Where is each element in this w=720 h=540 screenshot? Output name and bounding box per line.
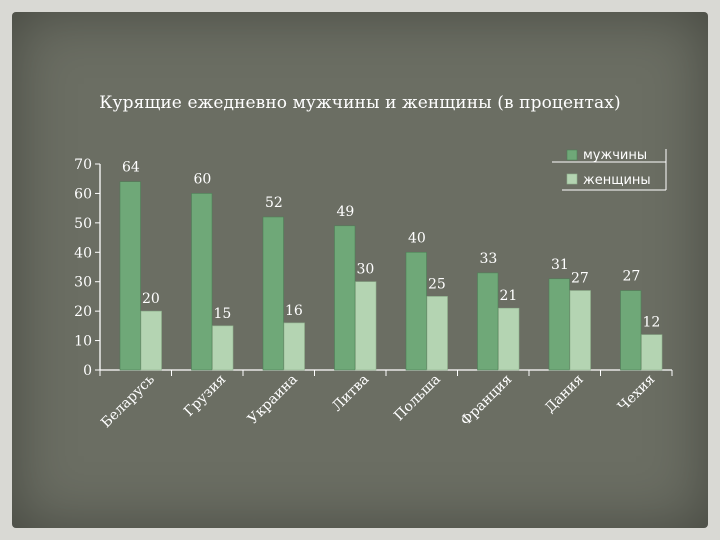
data-label-women: 25 xyxy=(428,276,446,292)
legend-label-men: мужчины xyxy=(583,148,647,163)
data-label-women: 15 xyxy=(214,306,232,322)
bar-men xyxy=(620,290,642,371)
y-tick-label: 0 xyxy=(83,363,92,379)
category-label: Польша xyxy=(391,372,444,425)
legend-swatch-men xyxy=(566,149,578,161)
bar-women xyxy=(212,325,234,371)
bar-men xyxy=(477,272,499,371)
data-label-women: 12 xyxy=(643,315,661,331)
data-label-women: 16 xyxy=(285,303,303,319)
bar-men xyxy=(262,216,284,371)
data-label-women: 20 xyxy=(142,291,160,307)
bar-men xyxy=(405,251,427,371)
y-tick-label: 30 xyxy=(74,275,92,291)
data-label-men: 31 xyxy=(551,257,569,273)
y-tick-label: 20 xyxy=(74,304,92,320)
bar-men xyxy=(119,181,141,371)
category-label: Украина xyxy=(245,372,301,428)
data-label-men: 40 xyxy=(408,230,426,246)
y-tick-label: 10 xyxy=(74,334,92,350)
y-tick-label: 40 xyxy=(74,245,92,261)
y-tick-label: 60 xyxy=(74,186,92,202)
bar-women xyxy=(283,322,305,371)
bar-men xyxy=(548,278,570,371)
bar-women xyxy=(426,296,448,371)
y-tick-label: 70 xyxy=(74,157,92,173)
bar-women xyxy=(140,310,162,371)
data-label-men: 49 xyxy=(337,204,355,220)
data-label-women: 21 xyxy=(500,288,518,304)
bar-men xyxy=(334,225,356,371)
bar-women xyxy=(355,281,377,371)
category-label: Литва xyxy=(329,372,372,415)
bar-men xyxy=(191,193,213,371)
chart-title: Курящие ежедневно мужчины и женщины (в п… xyxy=(99,93,621,113)
legend-swatch-women xyxy=(566,173,578,185)
bar-women xyxy=(498,307,520,371)
data-label-women: 30 xyxy=(357,262,375,278)
category-label: Беларусь xyxy=(98,371,158,431)
data-label-men: 33 xyxy=(480,251,498,267)
data-label-men: 27 xyxy=(623,269,641,285)
data-label-men: 60 xyxy=(194,171,212,187)
category-label: Чехия xyxy=(615,371,658,414)
legend-label-women: женщины xyxy=(583,173,651,188)
data-label-women: 27 xyxy=(571,271,589,287)
data-label-men: 52 xyxy=(265,195,283,211)
category-label: Грузия xyxy=(181,371,229,419)
category-label: Франция xyxy=(458,371,516,429)
y-tick-label: 50 xyxy=(74,216,92,232)
bar-women xyxy=(569,290,591,371)
data-label-men: 64 xyxy=(122,160,140,176)
category-label: Дания xyxy=(542,371,587,416)
bar-women xyxy=(641,334,663,371)
